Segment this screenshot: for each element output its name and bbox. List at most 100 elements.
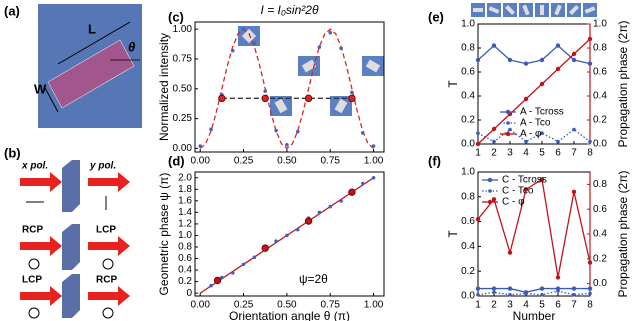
x-tick-label: 5 [539, 148, 545, 159]
data-point [571, 51, 577, 57]
data-point [572, 292, 576, 297]
data-point [588, 139, 592, 144]
data-point [587, 61, 593, 66]
angle-label: θ [128, 39, 135, 54]
inset-rod [301, 59, 317, 73]
data-point [476, 292, 480, 297]
y-tick-label: 0.6 [461, 216, 475, 227]
y-axis-label: T [446, 80, 460, 88]
legend-marker [487, 177, 493, 183]
arrow [20, 172, 62, 192]
width-label: W [34, 81, 47, 96]
legend-marker [488, 189, 492, 193]
x-tick-label: 1.00 [364, 156, 384, 167]
data-point [508, 292, 512, 297]
row: LCP RCP [20, 274, 130, 319]
pol-mark [102, 307, 114, 319]
pol-mark [28, 258, 40, 270]
y-axis-label: Normalized intensity [157, 33, 171, 141]
x-tick-label: 4 [523, 148, 529, 159]
y2-tick-label: 0.6 [593, 67, 607, 78]
y-tick-label: 1.0 [461, 167, 475, 178]
y-tick-label: 0.25 [173, 113, 193, 124]
arrow [20, 236, 62, 256]
y2-tick-label: 0.8 [593, 179, 607, 190]
inset-rod [522, 4, 530, 16]
series-line [477, 178, 591, 278]
data-point [555, 275, 561, 280]
y2-tick-label: 0.4 [593, 91, 607, 102]
legend-marker [505, 131, 511, 137]
inset-rod [554, 4, 562, 16]
data-point [213, 276, 222, 285]
y2-axis-label: Propagation phase (2π) [616, 170, 630, 297]
y-tick-label: 1.6 [178, 195, 192, 206]
data-point [339, 46, 343, 51]
inset-rod [540, 5, 544, 15]
data-point [571, 286, 577, 291]
x-tick-label: 8 [587, 300, 593, 311]
y2-tick-label: 0.2 [593, 253, 607, 264]
data-point [507, 286, 513, 291]
pol-mark [102, 258, 114, 270]
y2-tick-label: 0.8 [593, 43, 607, 54]
legend-marker [487, 199, 493, 205]
data-point [491, 43, 497, 48]
x-axis-label: Number [513, 309, 556, 321]
x-tick-label: 8 [587, 148, 593, 159]
series-line [477, 290, 591, 296]
data-point [556, 289, 560, 293]
legend-label: A - Tcross [520, 107, 564, 118]
data-point [241, 27, 246, 31]
data-point [252, 41, 257, 46]
y-tick-label: 0.4 [461, 91, 475, 102]
data-point [360, 131, 365, 135]
x-tick-label: 7 [571, 300, 577, 311]
data-point [491, 286, 497, 291]
data-point [328, 204, 333, 209]
x-tick-label: 0.25 [234, 300, 254, 311]
panel-label: (f) [428, 153, 441, 168]
series-line [478, 287, 590, 293]
data-point [539, 81, 545, 87]
data-point [285, 233, 289, 238]
arrow [88, 236, 130, 256]
x-tick-label: 0.75 [321, 156, 341, 167]
y-tick-label: 1.0 [178, 230, 192, 241]
input-label: LCP [22, 275, 42, 286]
legend-label: C - Tco [502, 186, 534, 197]
x-tick-label: 1.00 [364, 300, 384, 311]
y-tick-label: 1.00 [173, 24, 193, 35]
y-tick-label: 0.2 [178, 276, 192, 287]
x-tick-label: 0.50 [277, 300, 297, 311]
y2-tick-label: 0.0 [593, 139, 607, 150]
data-point [524, 291, 528, 296]
data-point [476, 131, 480, 135]
y-tick-label: 0.8 [461, 43, 475, 54]
data-point [507, 250, 513, 255]
y-tick-label: 0.6 [178, 253, 192, 264]
data-point [492, 290, 496, 295]
panel-label: (c) [168, 9, 184, 24]
y-tick-label: 0.2 [461, 115, 475, 126]
data-point [371, 175, 376, 180]
data-point [524, 139, 528, 144]
plot-frame [194, 171, 385, 297]
legend-label: A - Tco [520, 118, 551, 129]
legend-marker [506, 121, 510, 125]
legend-label: A - φ [520, 129, 542, 140]
legend-label: C - φ [502, 197, 525, 208]
row: x pol. y pol. [20, 160, 130, 212]
data-point [285, 143, 289, 147]
y-tick-label: 0.0 [461, 139, 475, 150]
data-point [209, 283, 213, 288]
data-point [198, 144, 203, 148]
data-point [587, 260, 593, 265]
input-label: x pol. [21, 161, 48, 172]
data-point [348, 188, 356, 196]
x-tick-label: 0.00 [190, 156, 210, 167]
arrow [88, 286, 130, 306]
legend-marker [505, 109, 511, 115]
